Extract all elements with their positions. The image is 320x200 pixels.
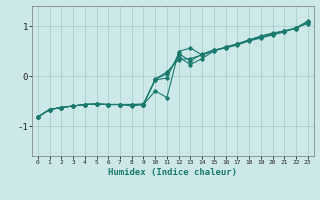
X-axis label: Humidex (Indice chaleur): Humidex (Indice chaleur) [108, 168, 237, 177]
